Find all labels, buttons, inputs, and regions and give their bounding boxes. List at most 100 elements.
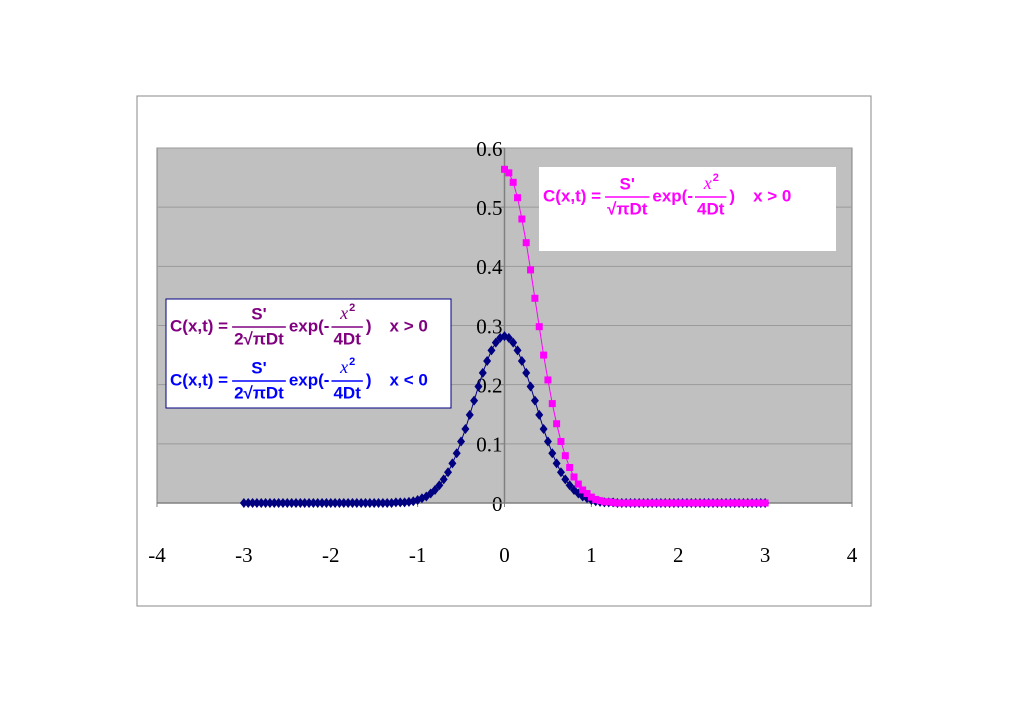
marker xyxy=(296,498,305,508)
marker xyxy=(722,499,730,507)
x-tick-label: 0 xyxy=(499,543,510,567)
superscript: 2 xyxy=(349,302,355,314)
marker xyxy=(618,499,626,507)
marker xyxy=(657,499,665,507)
marker xyxy=(670,499,678,507)
marker xyxy=(244,498,253,508)
marker xyxy=(313,498,322,508)
marker xyxy=(613,499,621,507)
fraction-denominator: √πDt xyxy=(607,199,648,218)
marker xyxy=(435,480,444,491)
x-tick-label: 1 xyxy=(586,543,597,567)
x-tick-label: -1 xyxy=(409,543,427,567)
fraction-numerator: S' xyxy=(251,358,266,377)
x-tick-label: -2 xyxy=(322,543,340,567)
marker xyxy=(674,499,682,507)
formula-condition: x < 0 xyxy=(390,370,428,389)
marker xyxy=(514,194,522,202)
marker xyxy=(631,499,639,507)
fraction-numerator: S' xyxy=(620,174,635,193)
y-tick-label: 0.6 xyxy=(476,137,502,161)
marker xyxy=(561,452,569,460)
formula-close: ) xyxy=(366,370,372,389)
marker xyxy=(518,215,526,223)
marker xyxy=(683,499,691,507)
marker xyxy=(726,499,734,507)
marker xyxy=(705,499,713,507)
marker xyxy=(565,480,574,491)
marker xyxy=(543,436,552,447)
marker xyxy=(535,409,544,420)
marker xyxy=(696,499,704,507)
marker xyxy=(501,165,508,173)
superscript: 2 xyxy=(349,356,355,368)
marker xyxy=(600,498,608,506)
marker xyxy=(687,499,695,507)
marker xyxy=(448,458,457,469)
marker xyxy=(283,498,292,508)
marker xyxy=(530,395,539,406)
marker xyxy=(539,424,548,435)
marker xyxy=(374,498,383,508)
fraction-denominator: 4Dt xyxy=(333,329,361,348)
marker xyxy=(339,498,348,508)
annotation-box xyxy=(539,167,836,251)
fraction-denominator: 4Dt xyxy=(697,199,725,218)
marker xyxy=(522,367,531,378)
marker xyxy=(335,498,344,508)
marker xyxy=(522,239,530,247)
marker xyxy=(666,499,674,507)
marker xyxy=(474,381,483,392)
marker xyxy=(574,480,582,488)
formula-exp: exp(- xyxy=(289,370,330,389)
marker xyxy=(287,498,296,508)
marker xyxy=(513,345,522,356)
x-tick-label: -3 xyxy=(235,543,253,567)
formula-condition: x > 0 xyxy=(390,316,428,335)
marker xyxy=(735,499,743,507)
fraction-denominator: 2√πDt xyxy=(234,329,284,348)
marker xyxy=(383,498,392,508)
marker xyxy=(596,497,604,505)
marker xyxy=(739,499,747,507)
marker xyxy=(344,498,353,508)
marker xyxy=(748,499,756,507)
formula-lhs: C(x,t) = xyxy=(170,316,228,335)
marker xyxy=(257,498,266,508)
marker xyxy=(318,498,327,508)
fraction-numerator: S' xyxy=(251,304,266,323)
fraction-numerator: x xyxy=(339,357,348,377)
marker xyxy=(587,493,595,501)
marker xyxy=(509,337,518,348)
marker xyxy=(566,464,574,471)
marker xyxy=(365,498,374,508)
x-tick-label: 3 xyxy=(760,543,771,567)
marker xyxy=(265,498,274,508)
marker xyxy=(431,484,439,495)
formula-close: ) xyxy=(729,186,735,205)
annotation-box xyxy=(165,298,452,409)
marker xyxy=(461,424,470,435)
marker xyxy=(270,498,279,508)
marker xyxy=(540,351,548,359)
marker xyxy=(326,498,335,508)
formula: C(x,t) = S' 2√πDt exp(- x 4Dt 2) x > 0 xyxy=(170,302,428,349)
marker xyxy=(361,498,370,508)
marker xyxy=(744,499,752,507)
marker xyxy=(452,448,461,459)
marker xyxy=(713,499,721,507)
marker xyxy=(370,498,379,508)
marker xyxy=(465,409,474,420)
formula-lhs: C(x,t) = xyxy=(543,186,601,205)
marker xyxy=(622,499,630,507)
marker xyxy=(661,499,669,507)
x-tick-label: -4 xyxy=(148,543,166,567)
marker xyxy=(491,337,500,348)
y-tick-label: 0.3 xyxy=(476,314,502,338)
marker xyxy=(700,499,708,507)
marker xyxy=(718,499,726,507)
formula-close: ) xyxy=(366,316,372,335)
marker xyxy=(322,498,331,508)
marker xyxy=(261,498,270,508)
